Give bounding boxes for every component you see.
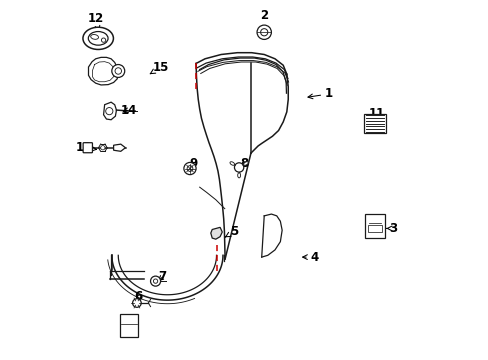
Text: 12: 12 bbox=[87, 12, 103, 31]
Circle shape bbox=[257, 25, 271, 40]
Circle shape bbox=[132, 299, 141, 307]
Bar bbox=[120, 315, 138, 337]
Text: 1: 1 bbox=[307, 87, 332, 100]
Bar bbox=[363, 114, 385, 134]
Text: 3: 3 bbox=[386, 222, 397, 235]
Circle shape bbox=[183, 162, 196, 175]
Circle shape bbox=[105, 108, 113, 115]
Circle shape bbox=[101, 38, 105, 42]
Text: 4: 4 bbox=[302, 251, 318, 264]
Bar bbox=[367, 225, 381, 232]
Bar bbox=[364, 214, 384, 238]
Polygon shape bbox=[103, 102, 116, 120]
Text: 11: 11 bbox=[368, 107, 385, 124]
Circle shape bbox=[187, 166, 192, 171]
Ellipse shape bbox=[229, 162, 234, 165]
Text: 5: 5 bbox=[225, 225, 237, 238]
Circle shape bbox=[260, 29, 267, 36]
Ellipse shape bbox=[88, 32, 108, 45]
Circle shape bbox=[234, 163, 244, 172]
Polygon shape bbox=[88, 57, 118, 85]
Polygon shape bbox=[210, 227, 222, 239]
Circle shape bbox=[101, 145, 105, 150]
Circle shape bbox=[115, 68, 121, 74]
Ellipse shape bbox=[83, 27, 113, 49]
Ellipse shape bbox=[243, 162, 248, 165]
Text: 6: 6 bbox=[134, 290, 142, 303]
Text: 14: 14 bbox=[121, 104, 137, 117]
Text: 15: 15 bbox=[150, 60, 169, 74]
Text: 8: 8 bbox=[240, 157, 248, 170]
Circle shape bbox=[150, 276, 160, 286]
Text: 10: 10 bbox=[120, 322, 136, 335]
Text: 7: 7 bbox=[158, 270, 166, 283]
Text: 2: 2 bbox=[260, 9, 268, 30]
Circle shape bbox=[153, 279, 158, 283]
FancyBboxPatch shape bbox=[83, 143, 92, 153]
Polygon shape bbox=[113, 144, 125, 151]
Ellipse shape bbox=[90, 35, 98, 39]
Circle shape bbox=[112, 64, 124, 77]
Text: 9: 9 bbox=[189, 157, 197, 170]
Text: 13: 13 bbox=[76, 141, 96, 154]
Ellipse shape bbox=[237, 173, 240, 178]
